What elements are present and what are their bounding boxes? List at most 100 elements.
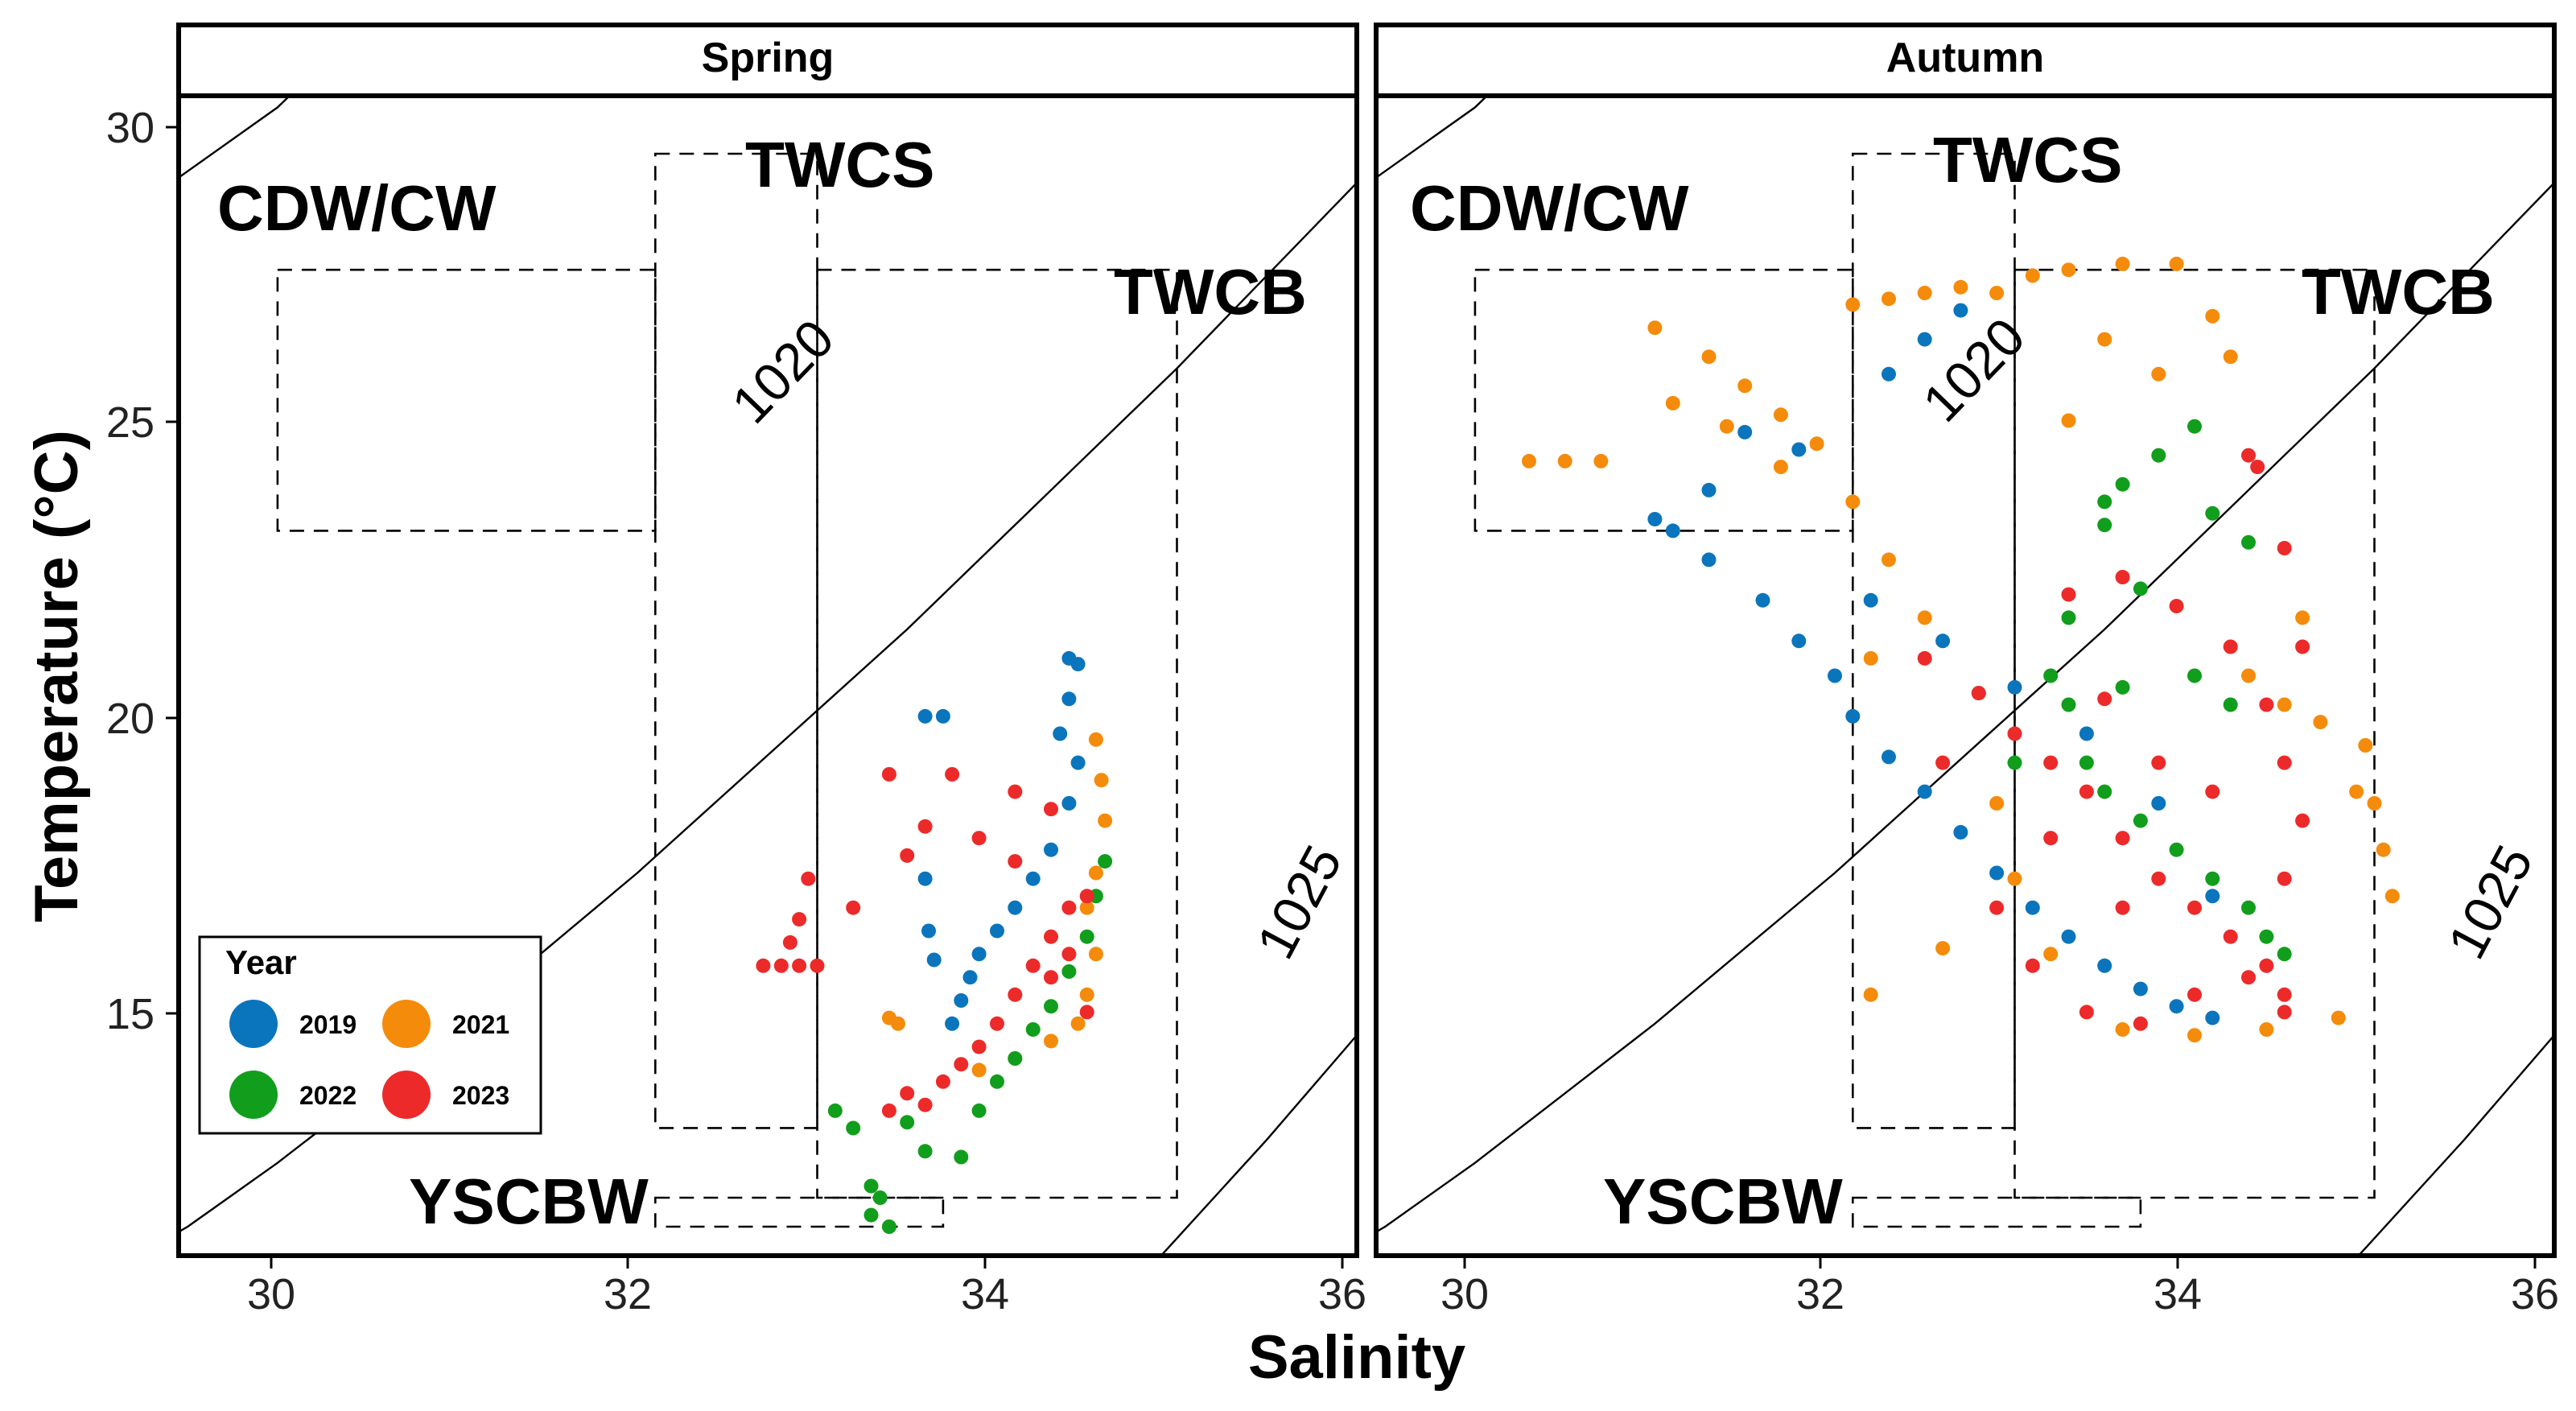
- x-tick-label: 30: [247, 1270, 295, 1318]
- point-2019: [1828, 668, 1842, 683]
- point-2023: [917, 1097, 933, 1112]
- point-2023: [881, 1103, 896, 1118]
- point-2023: [2295, 813, 2310, 828]
- point-2021: [2151, 366, 2166, 382]
- point-2021: [2313, 715, 2328, 730]
- density-contour-1025: [1160, 1033, 1357, 1256]
- point-2021: [1989, 286, 2005, 300]
- point-2022: [990, 1074, 1004, 1089]
- series-2021: [1522, 256, 2400, 1043]
- watermass-box-yscbw: [1852, 1196, 2142, 1228]
- watermass-box-twcb: [816, 268, 1178, 1199]
- point-2022: [2079, 755, 2094, 770]
- point-2019: [1070, 755, 1086, 770]
- point-2021: [1935, 941, 1951, 956]
- series-2023: [1917, 448, 2310, 1031]
- point-2022: [881, 1219, 896, 1234]
- point-2022: [1025, 1022, 1041, 1037]
- point-2023: [990, 1016, 1004, 1031]
- x-tick-label: 34: [2154, 1270, 2202, 1318]
- density-label-1020: 1020: [1911, 307, 2036, 433]
- point-2022: [1008, 1051, 1023, 1066]
- point-2022: [900, 1115, 915, 1130]
- point-2019: [954, 993, 969, 1008]
- legend-label-2022: 2022: [299, 1081, 357, 1110]
- point-2019: [1701, 482, 1717, 497]
- y-tick-label: 30: [106, 104, 155, 152]
- point-2023: [2115, 570, 2130, 584]
- point-2019: [917, 871, 933, 886]
- point-2023: [2259, 958, 2274, 973]
- point-2023: [2079, 784, 2094, 799]
- point-2019: [1791, 442, 1807, 457]
- point-2023: [792, 912, 807, 927]
- point-2021: [2331, 1010, 2346, 1025]
- point-2021: [1845, 494, 1861, 510]
- watermass-label-cdw: CDW/CW: [217, 172, 497, 244]
- point-2023: [1935, 755, 1951, 770]
- point-2023: [971, 1039, 987, 1054]
- x-tick-label: 34: [961, 1270, 1009, 1318]
- point-2021: [2187, 1028, 2202, 1043]
- point-2019: [2151, 796, 2166, 811]
- point-2021: [1882, 552, 1896, 567]
- point-2019: [1053, 726, 1068, 741]
- point-2019: [2007, 679, 2022, 695]
- point-2023: [2061, 587, 2076, 602]
- point-2019: [1025, 871, 1041, 886]
- point-2023: [2187, 987, 2202, 1002]
- point-2022: [2259, 929, 2274, 944]
- point-2021: [1079, 987, 1094, 1002]
- point-2023: [810, 958, 825, 973]
- point-2023: [900, 848, 915, 863]
- point-2021: [1665, 395, 1680, 411]
- point-2022: [971, 1103, 987, 1118]
- point-2023: [792, 958, 807, 973]
- point-2021: [1593, 453, 1609, 468]
- panel-autumn: Autumn 30 32 34 36 CDW/CW TWCS TWCB YSCB…: [1374, 23, 2559, 1318]
- point-2022: [2097, 518, 2112, 533]
- point-2022: [2061, 697, 2076, 712]
- point-2021: [1719, 419, 1734, 434]
- point-2021: [1917, 610, 1932, 625]
- point-2023: [1044, 970, 1058, 985]
- point-2019: [1701, 552, 1717, 567]
- point-2019: [1953, 825, 1968, 840]
- point-2019: [2097, 958, 2112, 973]
- point-2019: [1070, 657, 1086, 672]
- x-tick-label: 32: [1796, 1270, 1844, 1318]
- point-2021: [1809, 436, 1824, 452]
- point-2019: [1061, 796, 1077, 811]
- point-2021: [1079, 900, 1094, 915]
- point-2021: [2061, 413, 2076, 428]
- point-2019: [1061, 691, 1077, 707]
- point-2023: [1061, 900, 1077, 915]
- point-2023: [1008, 784, 1023, 799]
- point-2022: [954, 1149, 969, 1165]
- point-2019: [1791, 633, 1807, 649]
- point-2021: [1917, 286, 1932, 300]
- point-2019: [1044, 842, 1058, 857]
- legend: Year 2019 2021 2022 2023: [198, 935, 542, 1135]
- legend-swatch-2019: [229, 1000, 278, 1048]
- point-2023: [2241, 970, 2256, 985]
- point-2019: [935, 708, 950, 724]
- point-2023: [2133, 1016, 2148, 1031]
- x-axis-spring: 30 32 34 36: [247, 1256, 1366, 1318]
- x-tick-label: 32: [604, 1270, 652, 1318]
- point-2022: [2169, 842, 2184, 857]
- point-2023: [2007, 726, 2022, 741]
- point-2019: [1755, 592, 1770, 608]
- point-2021: [2358, 738, 2373, 753]
- panel-spring-title: Spring: [702, 35, 835, 81]
- point-2019: [1008, 900, 1023, 915]
- point-2023: [1025, 958, 1041, 973]
- point-2019: [926, 952, 942, 967]
- point-2021: [1863, 650, 1878, 666]
- point-2023: [881, 767, 896, 782]
- point-2021: [2025, 268, 2040, 283]
- y-axis-title: Temperature (°C): [23, 430, 91, 922]
- point-2019: [921, 923, 936, 939]
- point-2021: [2295, 610, 2310, 625]
- point-2021: [2205, 308, 2220, 324]
